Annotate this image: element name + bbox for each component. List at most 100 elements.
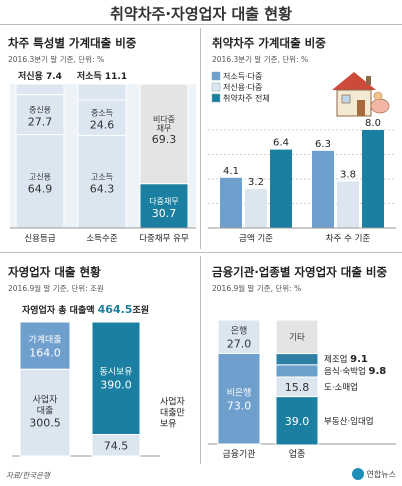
panel2-title: 취약차주 가계대출 비중 <box>212 36 326 50</box>
panel3-title: 자영업자 대출 현황 <box>8 265 101 279</box>
segment-value: 300.5 <box>29 417 61 430</box>
segment-label-group: 음식·숙박업 9.8 <box>324 366 386 377</box>
segment-label: 비은행 <box>227 387 252 399</box>
segment-label: 음식·숙박업 <box>324 366 369 377</box>
category-label: 업종 <box>289 449 306 460</box>
bar-value: 6.4 <box>273 138 289 149</box>
segment-label: 사업자 <box>33 395 59 406</box>
panel4-subtitle: 2016.9월 말 기준, 단위: % <box>212 284 302 293</box>
segment-label: 고신용 <box>29 172 51 181</box>
segment-label: 고소득 <box>91 173 113 182</box>
bar-segment <box>139 83 189 185</box>
top-column-separator <box>200 28 201 249</box>
segment-value: 69.3 <box>152 133 177 146</box>
segment-label-cont: 채무 <box>157 123 172 133</box>
category-label: 소득수준 <box>86 234 117 244</box>
total-loan-value: 464.5 <box>97 303 133 316</box>
row-separator <box>0 252 402 253</box>
panel1-subtitle: 2016.3분기 말 기준, 단위: % <box>8 55 105 64</box>
group-label: 금액 기준 <box>239 233 273 244</box>
segment-value: 164.0 <box>29 347 61 360</box>
top-label: 저소득 11.1 <box>77 70 127 82</box>
category-label: 금융기관 <box>222 449 255 460</box>
segment-label: 사업자 <box>160 397 186 408</box>
segment-value: 9.8 <box>369 366 387 377</box>
segment-label: 도·소매업 <box>324 383 358 393</box>
legend-swatch <box>211 82 221 92</box>
bar-segment <box>217 352 261 445</box>
segment-label: 중신용 <box>29 106 51 115</box>
segment-label: 부동산·임대업 <box>324 416 374 427</box>
legend-label: 취약차주 전체 <box>223 93 270 103</box>
bar-segment <box>15 94 65 136</box>
segment-label-cont: 대출만 <box>160 408 185 419</box>
legend-label: 저소득·다중 <box>223 72 262 81</box>
agency-logo-text: 연합뉴스 <box>366 469 396 479</box>
bar-segment <box>19 368 71 457</box>
segment-value: 9.1 <box>350 354 368 365</box>
bottom-column-separator <box>200 256 201 464</box>
segment-value: 64.3 <box>90 183 115 196</box>
panel4-title: 금융기관·업종별 자영업자 대출 비중 <box>212 265 388 279</box>
segment-value: 15.8 <box>285 381 310 394</box>
legend-label: 저신용·다중 <box>223 83 262 92</box>
segment-label: 은행 <box>231 325 248 337</box>
bar-value: 8.0 <box>365 118 381 129</box>
segment-value: 30.7 <box>152 207 177 220</box>
bar-segment <box>275 364 319 378</box>
bar <box>270 149 292 228</box>
segment-label: 비다중 <box>153 115 175 124</box>
logo-mark-icon <box>351 468 364 480</box>
top-label: 저신용 7.4 <box>18 70 62 82</box>
segment-value: 64.9 <box>28 182 53 195</box>
segment-value: 39.0 <box>285 415 310 428</box>
bar-segment <box>19 321 71 370</box>
page-title: 취약차주·자영업자 대출 현황 <box>110 5 292 23</box>
header-separator <box>0 24 402 25</box>
total-loan-caption: 자영업자 총 대출액 <box>22 306 95 316</box>
panel3-subtitle: 2016.9월 말 기준, 단위: 조원 <box>8 284 104 293</box>
bar-segment <box>91 434 141 457</box>
bar-segment <box>77 83 127 101</box>
segment-label: 가계대출 <box>28 334 61 346</box>
segment-label-cont: 보유 <box>160 419 177 430</box>
segment-label: 중소득 <box>91 109 113 118</box>
bar-segment <box>91 321 141 436</box>
category-label: 신용등급 <box>24 234 55 244</box>
bar-segment <box>77 99 127 136</box>
segment-label: 기타 <box>289 333 305 343</box>
bar-value: 3.2 <box>248 177 264 188</box>
bar-segment <box>275 353 319 366</box>
legend-swatch <box>211 71 221 81</box>
segment-value: 24.6 <box>90 119 115 132</box>
bar <box>245 188 267 228</box>
bar <box>362 130 384 228</box>
segment-label: 제조업 <box>324 355 350 365</box>
segment-value: 27.0 <box>227 338 252 351</box>
panel2-subtitle: 2016.3분기 말 기준, 단위: % <box>212 55 309 64</box>
segment-value: 27.7 <box>28 116 53 129</box>
bar-value: 4.1 <box>223 166 239 177</box>
segment-label-group: 제조업 9.1 <box>324 354 368 365</box>
bar <box>337 181 359 228</box>
bar-segment <box>217 319 261 354</box>
source-credit: 자료/한국은행 <box>6 471 50 480</box>
category-label: 다중채무 유무 <box>139 233 189 244</box>
segment-label-cont: 대출 <box>37 406 54 417</box>
agency-logo: 연합뉴스 <box>351 468 396 480</box>
segment-value: 74.5 <box>104 439 129 452</box>
panel1-title: 차주 특성별 가계대출 비중 <box>8 36 137 50</box>
bar-segment <box>15 83 65 96</box>
total-loan-unit: 조원 <box>132 306 150 316</box>
segment-value: 390.0 <box>100 378 132 391</box>
bar-segment <box>275 319 319 355</box>
bar-value: 3.8 <box>340 169 356 180</box>
bar-segment <box>77 134 127 229</box>
bar-segment <box>275 396 319 446</box>
legend-swatch <box>211 93 221 103</box>
bar-segment <box>139 183 189 229</box>
